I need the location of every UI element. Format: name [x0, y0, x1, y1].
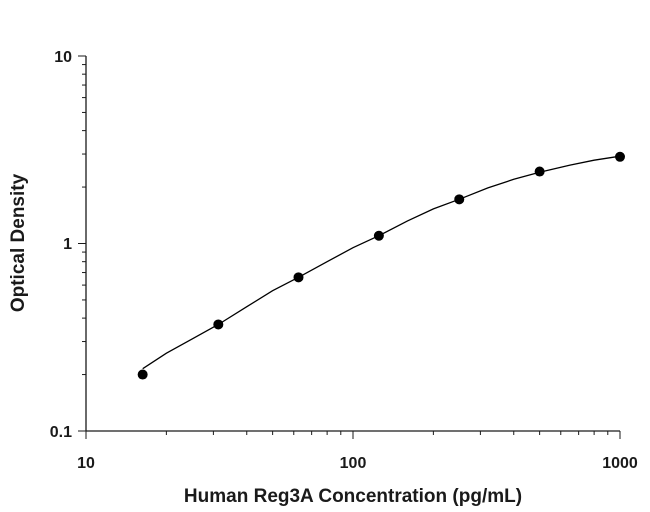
- x-tick-label-100: 100: [340, 455, 367, 472]
- data-point: [615, 151, 625, 162]
- x-tick-label-10: 10: [77, 455, 95, 472]
- x-axis-title: Human Reg3A Concentration (pg/mL): [184, 486, 522, 507]
- tick-marks: [78, 55, 621, 439]
- data-point: [213, 319, 224, 330]
- y-tick-label-1: 1: [63, 236, 72, 253]
- y-tick-label-0.1: 0.1: [50, 424, 72, 441]
- y-tick-label-10: 10: [54, 49, 72, 66]
- x-tick-label-1000: 1000: [602, 455, 638, 472]
- data-point: [454, 194, 465, 205]
- axes: [85, 56, 620, 432]
- data-point: [534, 166, 545, 177]
- data-points: [137, 151, 625, 380]
- data-point: [373, 230, 384, 241]
- fit-curve: [142, 155, 621, 370]
- y-axis-title: Optical Density: [8, 173, 29, 312]
- tick-labels: 10 1 0.1 10 100 1000: [50, 49, 638, 472]
- data-point: [137, 369, 148, 380]
- data-point: [293, 272, 304, 283]
